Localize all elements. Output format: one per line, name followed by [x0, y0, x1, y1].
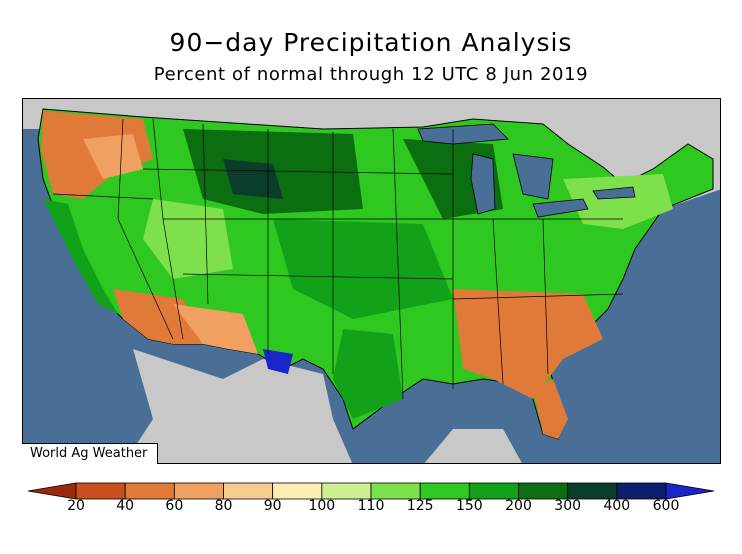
- desert-southwest-dry-patch: [113, 289, 203, 344]
- lake-huron: [512, 153, 554, 200]
- legend-swatch-150-200: [468, 482, 519, 500]
- texas-wet-patch: [333, 329, 403, 419]
- northeast-wet-patch: [563, 174, 673, 229]
- legend-tick-300: 300: [554, 498, 582, 514]
- legend-swatch-40-60: [124, 482, 175, 500]
- central-plains-wet-patch: [273, 219, 453, 319]
- legend-tick-20: 20: [67, 498, 85, 514]
- legend-swatch-125-150: [419, 482, 470, 500]
- arizona-nm-dry-patch: [173, 304, 258, 354]
- lake-erie: [532, 198, 589, 218]
- legend-tick-600: 600: [652, 498, 680, 514]
- legend-swatch-20-40: [75, 482, 126, 500]
- legend-tick-100: 100: [308, 498, 336, 514]
- mexico-land: [124, 349, 353, 463]
- legend-swatch-400-600: [616, 482, 667, 500]
- legend-swatch-200-300: [518, 482, 569, 500]
- precip-anomaly-patches: [41, 111, 673, 439]
- map-subtitle: Percent of normal through 12 UTC 8 Jun 2…: [153, 64, 589, 85]
- florida-dry-patch: [533, 379, 568, 439]
- credit-label: World Ag Weather: [22, 443, 159, 464]
- legend-tick-150: 150: [455, 498, 483, 514]
- state-boundaries: [52, 118, 624, 400]
- legend-swatch-90-100: [272, 482, 323, 500]
- legend-tick-125: 125: [406, 498, 434, 514]
- great-lakes: [417, 123, 636, 218]
- lake-superior: [417, 123, 509, 145]
- cuba-land: [424, 429, 522, 463]
- legend-swatch-300-400: [567, 482, 618, 500]
- color-legend: [27, 482, 715, 500]
- pnw-moderate-patch: [83, 134, 143, 179]
- legend-tick-200: 200: [505, 498, 532, 514]
- map-canvas: [23, 99, 720, 463]
- legend-tick-60: 60: [165, 498, 184, 514]
- legend-swatch-60-80: [173, 482, 224, 500]
- legend-swatch-100-110: [321, 482, 372, 500]
- legend-swatch-above-600: [665, 482, 715, 500]
- legend-tick-90: 90: [263, 498, 282, 514]
- lake-michigan: [470, 153, 496, 215]
- legend-tick-80: 80: [214, 498, 233, 514]
- lake-ontario: [592, 186, 636, 200]
- california-coast-wet-patch: [43, 199, 118, 314]
- precipitation-map: [22, 98, 721, 464]
- legend-swatch-below-20: [27, 482, 77, 500]
- legend-tick-110: 110: [357, 498, 385, 514]
- legend-swatch-110-125: [370, 482, 421, 500]
- legend-swatch-80-90: [223, 482, 274, 500]
- legend-tick-400: 400: [603, 498, 631, 514]
- map-title: 90−day Precipitation Analysis: [169, 28, 573, 57]
- southeast-dry-patch: [453, 289, 603, 399]
- west-texas-extreme-wet-patch: [263, 349, 293, 374]
- legend-tick-40: 40: [116, 498, 135, 514]
